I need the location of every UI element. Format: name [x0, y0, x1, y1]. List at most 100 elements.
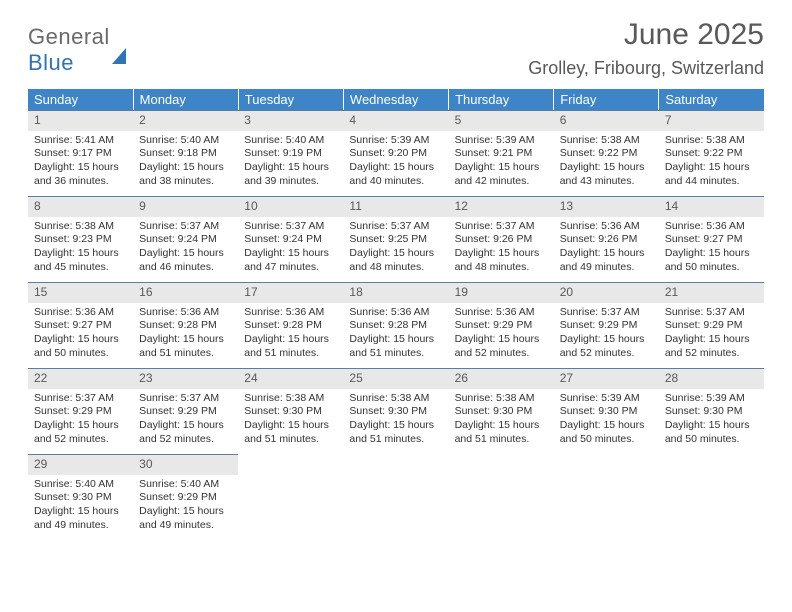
- day-line-d1: Daylight: 15 hours: [349, 161, 442, 175]
- day-number: 17: [238, 282, 343, 303]
- day-line-ss: Sunset: 9:21 PM: [455, 147, 548, 161]
- day-line-d2: and 39 minutes.: [244, 175, 337, 189]
- day-line-sr: Sunrise: 5:39 AM: [455, 134, 548, 148]
- calendar-day-cell: .: [659, 454, 764, 540]
- day-line-ss: Sunset: 9:27 PM: [665, 233, 758, 247]
- calendar-week-row: 15Sunrise: 5:36 AMSunset: 9:27 PMDayligh…: [28, 282, 764, 368]
- day-line-sr: Sunrise: 5:36 AM: [139, 306, 232, 320]
- day-line-sr: Sunrise: 5:38 AM: [560, 134, 653, 148]
- day-details: Sunrise: 5:37 AMSunset: 9:26 PMDaylight:…: [449, 217, 554, 279]
- day-line-ss: Sunset: 9:26 PM: [455, 233, 548, 247]
- day-line-sr: Sunrise: 5:38 AM: [455, 392, 548, 406]
- day-line-ss: Sunset: 9:19 PM: [244, 147, 337, 161]
- calendar-day-cell: .: [449, 454, 554, 540]
- calendar-week-row: 1Sunrise: 5:41 AMSunset: 9:17 PMDaylight…: [28, 110, 764, 196]
- day-line-ss: Sunset: 9:29 PM: [34, 405, 127, 419]
- calendar-day-cell: 17Sunrise: 5:36 AMSunset: 9:28 PMDayligh…: [238, 282, 343, 368]
- day-line-ss: Sunset: 9:30 PM: [349, 405, 442, 419]
- calendar-day-cell: 6Sunrise: 5:38 AMSunset: 9:22 PMDaylight…: [554, 110, 659, 196]
- day-line-d2: and 47 minutes.: [244, 261, 337, 275]
- day-line-ss: Sunset: 9:29 PM: [560, 319, 653, 333]
- day-number: 13: [554, 196, 659, 217]
- calendar-day-cell: 27Sunrise: 5:39 AMSunset: 9:30 PMDayligh…: [554, 368, 659, 454]
- day-line-d2: and 50 minutes.: [665, 261, 758, 275]
- calendar-day-cell: 30Sunrise: 5:40 AMSunset: 9:29 PMDayligh…: [133, 454, 238, 540]
- weekday-header-tuesday: Tuesday: [238, 89, 343, 110]
- day-line-d2: and 40 minutes.: [349, 175, 442, 189]
- day-line-d2: and 52 minutes.: [560, 347, 653, 361]
- day-line-d2: and 43 minutes.: [560, 175, 653, 189]
- calendar-page: General Blue June 2025 Grolley, Fribourg…: [0, 0, 792, 540]
- day-line-sr: Sunrise: 5:37 AM: [34, 392, 127, 406]
- day-line-d2: and 45 minutes.: [34, 261, 127, 275]
- calendar-day-cell: 12Sunrise: 5:37 AMSunset: 9:26 PMDayligh…: [449, 196, 554, 282]
- day-line-d1: Daylight: 15 hours: [665, 419, 758, 433]
- day-number: 20: [554, 282, 659, 303]
- calendar-table: SundayMondayTuesdayWednesdayThursdayFrid…: [28, 89, 764, 540]
- calendar-day-cell: 1Sunrise: 5:41 AMSunset: 9:17 PMDaylight…: [28, 110, 133, 196]
- day-line-ss: Sunset: 9:24 PM: [244, 233, 337, 247]
- day-line-sr: Sunrise: 5:36 AM: [34, 306, 127, 320]
- day-number: 29: [28, 454, 133, 475]
- day-details: Sunrise: 5:37 AMSunset: 9:29 PMDaylight:…: [659, 303, 764, 365]
- day-number: 24: [238, 368, 343, 389]
- calendar-day-cell: 24Sunrise: 5:38 AMSunset: 9:30 PMDayligh…: [238, 368, 343, 454]
- calendar-day-cell: 8Sunrise: 5:38 AMSunset: 9:23 PMDaylight…: [28, 196, 133, 282]
- day-line-d2: and 42 minutes.: [455, 175, 548, 189]
- day-line-ss: Sunset: 9:30 PM: [34, 491, 127, 505]
- day-line-ss: Sunset: 9:30 PM: [560, 405, 653, 419]
- day-line-d1: Daylight: 15 hours: [34, 333, 127, 347]
- logo-text: General Blue: [28, 24, 126, 76]
- day-line-d2: and 52 minutes.: [34, 433, 127, 447]
- day-line-d1: Daylight: 15 hours: [560, 247, 653, 261]
- day-line-sr: Sunrise: 5:36 AM: [455, 306, 548, 320]
- day-details: Sunrise: 5:40 AMSunset: 9:29 PMDaylight:…: [133, 475, 238, 537]
- logo: General Blue: [28, 18, 126, 76]
- day-line-ss: Sunset: 9:30 PM: [455, 405, 548, 419]
- logo-word-general: General: [28, 24, 110, 49]
- day-line-d2: and 51 minutes.: [349, 433, 442, 447]
- day-line-d1: Daylight: 15 hours: [560, 333, 653, 347]
- day-line-d1: Daylight: 15 hours: [455, 161, 548, 175]
- day-line-d1: Daylight: 15 hours: [139, 333, 232, 347]
- day-line-d1: Daylight: 15 hours: [139, 161, 232, 175]
- day-details: Sunrise: 5:39 AMSunset: 9:21 PMDaylight:…: [449, 131, 554, 193]
- calendar-day-cell: 18Sunrise: 5:36 AMSunset: 9:28 PMDayligh…: [343, 282, 448, 368]
- day-line-sr: Sunrise: 5:37 AM: [139, 220, 232, 234]
- weekday-header: SundayMondayTuesdayWednesdayThursdayFrid…: [28, 89, 764, 110]
- day-number: 26: [449, 368, 554, 389]
- day-line-d2: and 52 minutes.: [455, 347, 548, 361]
- day-details: Sunrise: 5:37 AMSunset: 9:24 PMDaylight:…: [238, 217, 343, 279]
- calendar-day-cell: 7Sunrise: 5:38 AMSunset: 9:22 PMDaylight…: [659, 110, 764, 196]
- day-details: Sunrise: 5:39 AMSunset: 9:20 PMDaylight:…: [343, 131, 448, 193]
- day-line-sr: Sunrise: 5:38 AM: [34, 220, 127, 234]
- calendar-day-cell: 3Sunrise: 5:40 AMSunset: 9:19 PMDaylight…: [238, 110, 343, 196]
- calendar-week-row: 8Sunrise: 5:38 AMSunset: 9:23 PMDaylight…: [28, 196, 764, 282]
- calendar-day-cell: 23Sunrise: 5:37 AMSunset: 9:29 PMDayligh…: [133, 368, 238, 454]
- day-number: 28: [659, 368, 764, 389]
- day-line-ss: Sunset: 9:17 PM: [34, 147, 127, 161]
- day-line-d2: and 49 minutes.: [560, 261, 653, 275]
- calendar-day-cell: 10Sunrise: 5:37 AMSunset: 9:24 PMDayligh…: [238, 196, 343, 282]
- day-line-sr: Sunrise: 5:38 AM: [244, 392, 337, 406]
- day-details: Sunrise: 5:39 AMSunset: 9:30 PMDaylight:…: [554, 389, 659, 451]
- weekday-header-thursday: Thursday: [449, 89, 554, 110]
- weekday-header-sunday: Sunday: [28, 89, 133, 110]
- day-line-ss: Sunset: 9:29 PM: [139, 405, 232, 419]
- calendar-day-cell: 5Sunrise: 5:39 AMSunset: 9:21 PMDaylight…: [449, 110, 554, 196]
- day-line-d1: Daylight: 15 hours: [560, 161, 653, 175]
- day-details: Sunrise: 5:38 AMSunset: 9:30 PMDaylight:…: [238, 389, 343, 451]
- day-line-d2: and 38 minutes.: [139, 175, 232, 189]
- day-line-sr: Sunrise: 5:36 AM: [665, 220, 758, 234]
- day-line-ss: Sunset: 9:18 PM: [139, 147, 232, 161]
- calendar-day-cell: 16Sunrise: 5:36 AMSunset: 9:28 PMDayligh…: [133, 282, 238, 368]
- day-line-d1: Daylight: 15 hours: [244, 419, 337, 433]
- day-details: Sunrise: 5:36 AMSunset: 9:29 PMDaylight:…: [449, 303, 554, 365]
- day-line-sr: Sunrise: 5:40 AM: [139, 134, 232, 148]
- day-line-ss: Sunset: 9:29 PM: [455, 319, 548, 333]
- day-details: Sunrise: 5:37 AMSunset: 9:29 PMDaylight:…: [554, 303, 659, 365]
- day-line-d1: Daylight: 15 hours: [139, 505, 232, 519]
- day-line-d1: Daylight: 15 hours: [455, 419, 548, 433]
- day-line-d2: and 52 minutes.: [139, 433, 232, 447]
- day-line-sr: Sunrise: 5:40 AM: [139, 478, 232, 492]
